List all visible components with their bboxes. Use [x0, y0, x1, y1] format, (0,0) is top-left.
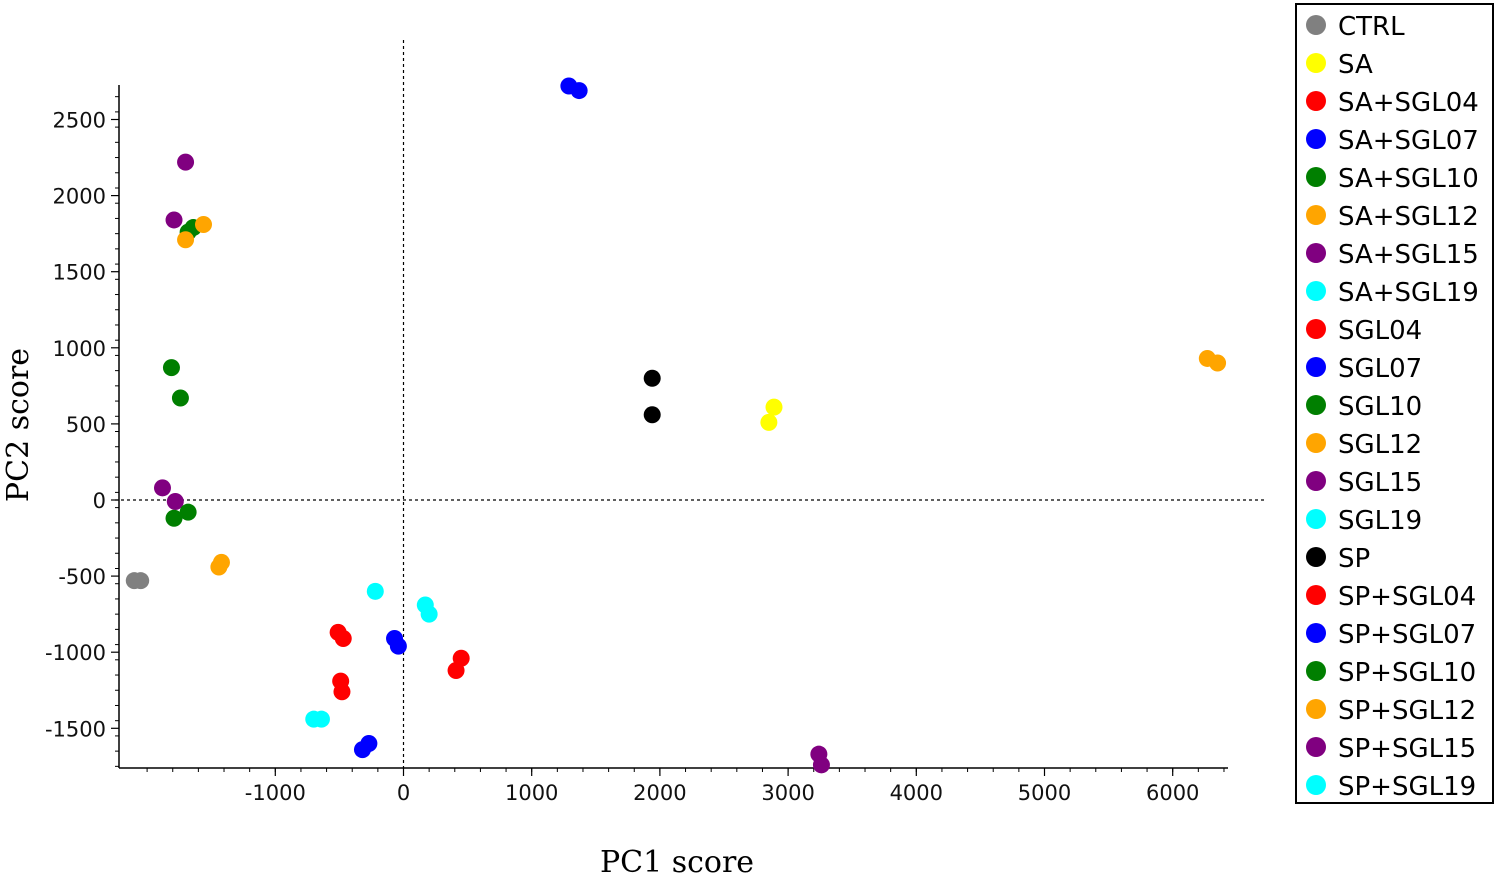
- legend-marker: [1306, 129, 1326, 149]
- legend-marker: [1306, 395, 1326, 415]
- x-tick-label: 5000: [1018, 781, 1071, 805]
- legend-marker: [1306, 661, 1326, 681]
- legend-marker: [1306, 775, 1326, 795]
- legend-marker: [1306, 243, 1326, 263]
- legend-marker: [1306, 15, 1326, 35]
- data-point: [171, 389, 189, 407]
- data-point: [1209, 354, 1227, 372]
- legend-label: SGL07: [1338, 354, 1422, 384]
- data-point: [165, 509, 183, 527]
- data-point: [334, 630, 352, 648]
- legend-label: SA+SGL04: [1338, 88, 1479, 118]
- data-point: [195, 216, 213, 234]
- legend-marker: [1306, 205, 1326, 225]
- legend-marker: [1306, 91, 1326, 111]
- data-point: [765, 398, 783, 416]
- axes: [115, 85, 1228, 772]
- legend-label: SP+SGL07: [1338, 620, 1476, 650]
- data-point: [177, 231, 195, 249]
- y-tick-label: 2500: [53, 109, 106, 133]
- legend-marker: [1306, 547, 1326, 567]
- legend-marker: [1306, 471, 1326, 491]
- data-point: [132, 572, 150, 590]
- legend-label: SGL15: [1338, 468, 1422, 498]
- data-point: [643, 406, 661, 424]
- data-point: [153, 479, 171, 497]
- data-point: [812, 756, 830, 774]
- legend-marker: [1306, 281, 1326, 301]
- data-point: [312, 710, 330, 728]
- legend-label: SA: [1338, 50, 1373, 80]
- legend-marker: [1306, 509, 1326, 529]
- y-tick-label: -1000: [45, 641, 106, 665]
- legend-label: SP+SGL15: [1338, 734, 1476, 764]
- data-point: [177, 153, 195, 171]
- y-axis-ticks: -1500 -1000 -500 0 500 1000 1500 2000 2500: [45, 109, 119, 741]
- legend-marker: [1306, 585, 1326, 605]
- legend-label: SA+SGL10: [1338, 164, 1479, 194]
- data-point: [643, 369, 661, 387]
- legend-label: SP+SGL10: [1338, 658, 1476, 688]
- legend-marker: [1306, 433, 1326, 453]
- data-point: [333, 683, 351, 701]
- data-point: [166, 493, 184, 511]
- legend-marker: [1306, 737, 1326, 757]
- legend-marker: [1306, 699, 1326, 719]
- legend-label: SGL04: [1338, 316, 1422, 346]
- legend-label: SA+SGL12: [1338, 202, 1479, 232]
- y-tick-label: 1000: [53, 337, 106, 361]
- legend-label: SGL19: [1338, 506, 1422, 536]
- data-point: [570, 82, 588, 100]
- x-tick-label: 2000: [633, 781, 686, 805]
- legend-marker: [1306, 167, 1326, 187]
- legend: CTRL SA SA+SGL04 SA+SGL07 SA+SGL10 SA+SGL12 SA…: [1295, 3, 1494, 804]
- legend-label: SGL10: [1338, 392, 1422, 422]
- x-axis-ticks: -1000 0 1000 2000 3000 4000 5000 6000: [245, 768, 1199, 805]
- data-point: [165, 211, 183, 229]
- y-axis-title: PC2 score: [1, 348, 36, 502]
- data-point: [760, 413, 778, 431]
- x-tick-label: 1000: [505, 781, 558, 805]
- data-point: [162, 359, 180, 377]
- reference-lines: [115, 40, 1265, 768]
- y-tick-label: -500: [58, 565, 106, 589]
- x-tick-label: 4000: [890, 781, 943, 805]
- legend-marker: [1306, 357, 1326, 377]
- data-point: [366, 582, 384, 600]
- legend-label: SA+SGL07: [1338, 126, 1479, 156]
- x-tick-label: -1000: [245, 781, 306, 805]
- x-tick-label: 0: [397, 781, 410, 805]
- data-point: [360, 735, 378, 753]
- y-tick-label: 2000: [53, 185, 106, 209]
- y-tick-label: 0: [93, 489, 106, 513]
- legend-label: CTRL: [1338, 12, 1405, 42]
- y-tick-label: 1500: [53, 261, 106, 285]
- data-point: [452, 649, 470, 667]
- y-tick-label: -1500: [45, 717, 106, 741]
- data-point: [212, 553, 230, 571]
- x-tick-label: 6000: [1146, 781, 1199, 805]
- x-axis-title: PC1 score: [600, 845, 754, 878]
- legend-label: SP: [1338, 544, 1370, 574]
- legend-frame: [1295, 3, 1494, 804]
- legend-label: SP+SGL04: [1338, 582, 1476, 612]
- legend-label: SP+SGL12: [1338, 696, 1476, 726]
- data-point: [420, 605, 438, 623]
- legend-marker: [1306, 319, 1326, 339]
- legend-label: SGL12: [1338, 430, 1422, 460]
- legend-marker: [1306, 53, 1326, 73]
- legend-label: SA+SGL15: [1338, 240, 1479, 270]
- x-tick-label: 3000: [761, 781, 814, 805]
- data-point: [389, 637, 407, 655]
- legend-marker: [1306, 623, 1326, 643]
- data-point: [179, 503, 197, 521]
- legend-label: SA+SGL19: [1338, 278, 1479, 308]
- data-points: [125, 77, 1227, 774]
- y-tick-label: 500: [66, 413, 106, 437]
- legend-label: SP+SGL19: [1338, 772, 1476, 802]
